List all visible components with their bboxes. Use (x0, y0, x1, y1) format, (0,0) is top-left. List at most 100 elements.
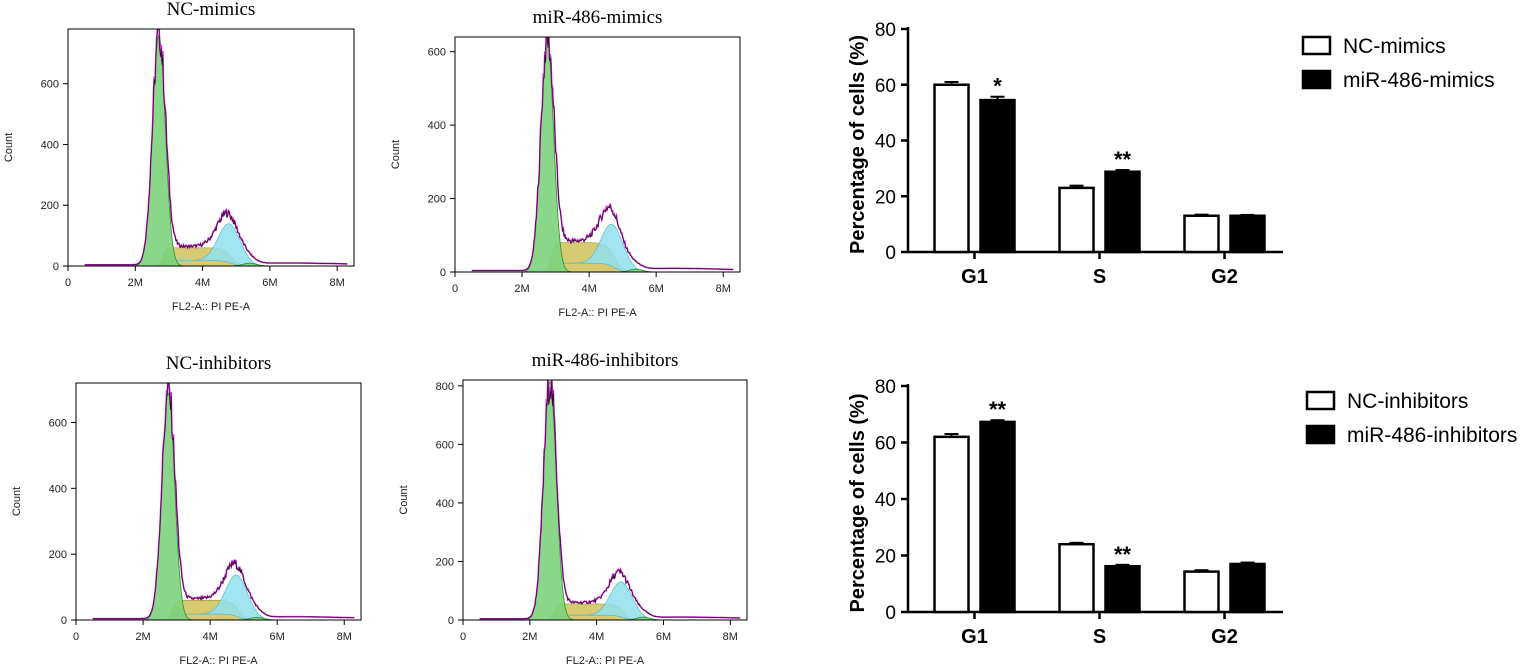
bar-chart-panel-2: 0 20 40 60 80 Percentage of cells (%) G1 ** S ** G… (847, 377, 1517, 648)
plot-area (84, 29, 348, 266)
x-tick-label: 0 (73, 631, 79, 643)
plot-frame (454, 36, 741, 273)
x-axis-label: FL2-A:: PI PE-A (566, 655, 645, 664)
y-tick-label: 0 (53, 261, 59, 273)
y-tick-label: 60 (875, 434, 896, 455)
x-tick-label: 0 (65, 277, 71, 289)
y-axis-label: Percentage of cells (%) (847, 35, 869, 254)
y-tick-label: 0 (885, 243, 896, 264)
x-axis-label: FL2-A:: PI PE-A (179, 655, 258, 664)
y-tick-label: 60 (875, 76, 896, 97)
y-tick-label: 20 (875, 547, 896, 568)
plot-area (471, 37, 734, 272)
y-tick-label: 0 (61, 615, 67, 627)
y-tick-label: 800 (436, 381, 454, 393)
x-tick-label: S (1093, 266, 1106, 288)
significance-marker: ** (1114, 147, 1132, 172)
y-tick-label: 400 (428, 120, 446, 132)
bar-miR-486-mimics-G1 (979, 98, 1016, 254)
x-tick-label: 2M (522, 631, 537, 643)
bar-miR-486-inhibitors-G2 (1229, 562, 1266, 614)
y-tick-label: 600 (436, 439, 454, 451)
significance-marker: * (993, 74, 1002, 99)
x-tick-label: 8M (723, 631, 738, 643)
y-tick-label: 400 (436, 498, 454, 510)
x-tick-label: 8M (716, 283, 731, 295)
g1-phase-area (84, 34, 348, 266)
x-tick-label: 8M (337, 631, 352, 643)
plot-frame (75, 382, 362, 621)
x-tick-label: 4M (581, 283, 596, 295)
x-tick-label: G1 (961, 266, 988, 288)
x-tick-label: G2 (1211, 266, 1238, 288)
legend-swatch (1305, 390, 1336, 411)
x-tick-label: 4M (202, 631, 217, 643)
y-tick-label: 200 (436, 556, 454, 568)
y-tick-label: 20 (875, 187, 896, 208)
bar-miR-486-mimics-S (1104, 170, 1141, 254)
x-tick-label: 2M (514, 283, 529, 295)
x-tick-label: 8M (330, 277, 345, 289)
significance-marker: ** (989, 397, 1007, 422)
legend-label: miR-486-mimics (1343, 69, 1495, 92)
y-tick-label: 40 (875, 490, 896, 511)
x-tick-label: 6M (656, 631, 671, 643)
plot-area (92, 383, 355, 620)
x-tick-label: 0 (452, 283, 458, 295)
legend-label: NC-mimics (1343, 35, 1446, 58)
x-tick-label: 4M (589, 631, 604, 643)
y-tick-label: 600 (428, 47, 446, 59)
bar-NC-inhibitors-S (1058, 542, 1095, 614)
y-tick-label: 40 (875, 132, 896, 153)
y-axis-label: Percentage of cells (%) (847, 394, 869, 613)
plot-frame (67, 28, 355, 267)
g2-phase-area (479, 581, 741, 620)
x-tick-label: 2M (128, 277, 143, 289)
data-line (84, 29, 348, 266)
plot-area (479, 380, 741, 620)
bar-miR-486-inhibitors-G1 (979, 420, 1016, 614)
bar-chart-panel-1: 0 20 40 60 80 Percentage of cells (%) G1 * S ** G2… (847, 20, 1495, 288)
data-line (479, 380, 741, 620)
y-tick-label: 200 (49, 549, 67, 561)
y-tick-label: 400 (49, 483, 67, 495)
x-axis-label: FL2-A:: PI PE-A (558, 307, 637, 319)
bar-NC-mimics-G1 (933, 83, 970, 254)
y-tick-label: 80 (875, 377, 896, 398)
y-tick-label: 600 (49, 418, 67, 430)
bar-NC-mimics-G2 (1183, 214, 1220, 254)
x-tick-label: 6M (649, 283, 664, 295)
bar-NC-inhibitors-G1 (933, 435, 970, 614)
plot-frame (462, 379, 748, 621)
x-tick-label: 6M (270, 631, 285, 643)
x-tick-label: G1 (961, 626, 988, 648)
legend-label: miR-486-inhibitors (1347, 424, 1517, 447)
y-tick-label: 0 (440, 267, 446, 279)
legend-label: NC-inhibitors (1347, 390, 1468, 413)
bar-miR-486-inhibitors-S (1104, 564, 1141, 614)
y-axis-label: Count (11, 487, 23, 516)
bar-NC-inhibitors-G2 (1183, 570, 1220, 614)
x-tick-label: S (1093, 626, 1106, 648)
y-tick-label: 0 (885, 603, 896, 624)
x-axis-label: FL2-A:: PI PE-A (172, 301, 251, 313)
model-envelope-line (92, 383, 355, 620)
y-tick-label: 80 (875, 20, 896, 41)
g1-phase-area (92, 391, 355, 620)
x-tick-label: 4M (195, 277, 210, 289)
significance-marker: ** (1114, 542, 1132, 567)
panel-title: NC-inhibitors (166, 353, 272, 374)
y-tick-label: 200 (41, 200, 59, 212)
panel-title: miR-486-inhibitors (532, 350, 679, 371)
data-line (92, 383, 355, 620)
data-line (471, 37, 734, 271)
x-tick-label: 6M (262, 277, 277, 289)
x-tick-label: 0 (460, 631, 466, 643)
legend-swatch (1301, 35, 1332, 56)
y-tick-label: 600 (41, 79, 59, 91)
